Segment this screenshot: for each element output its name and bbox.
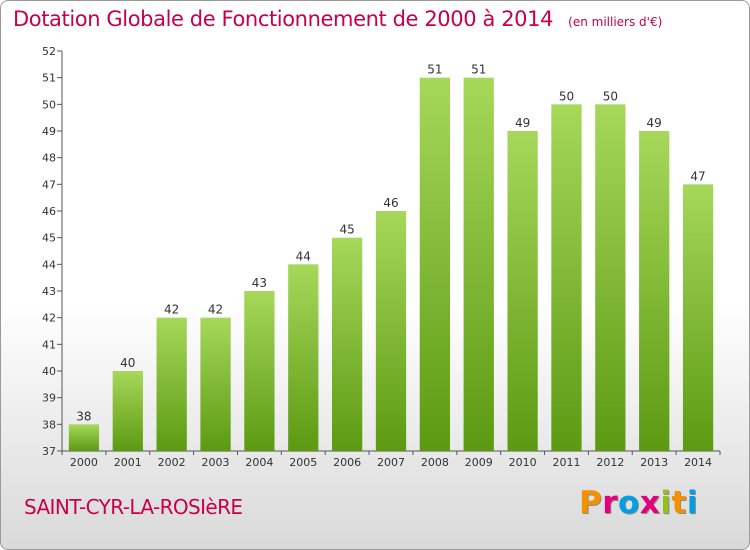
y-tick-label: 52 bbox=[42, 45, 56, 58]
logo-letter: i bbox=[686, 485, 698, 521]
bar-value-label: 44 bbox=[296, 249, 311, 263]
logo-letter: r bbox=[602, 485, 619, 521]
logo-letter: i bbox=[660, 485, 672, 521]
x-tick-label: 2012 bbox=[596, 456, 624, 469]
chart-unit-label: (en milliers d'€) bbox=[568, 15, 663, 29]
x-tick-label: 2007 bbox=[377, 456, 405, 469]
x-tick-label: 2006 bbox=[333, 456, 361, 469]
y-tick-label: 50 bbox=[42, 98, 56, 111]
bar-value-label: 40 bbox=[120, 356, 135, 370]
x-tick-label: 2000 bbox=[70, 456, 98, 469]
x-axis: 2000 2001 2002 2003 2004 2005 2006 2007 2008 2009… bbox=[61, 450, 721, 469]
chart-title: Dotation Globale de Fonctionnement de 20… bbox=[13, 7, 662, 31]
bar-2001 bbox=[112, 371, 143, 451]
bar-value-label: 51 bbox=[427, 63, 442, 77]
x-tick-label: 2010 bbox=[509, 456, 537, 469]
y-tick-label: 46 bbox=[42, 205, 56, 218]
y-axis: 37 38 39 40 41 42 43 44 45 46 47 48 49 50 51 52 bbox=[42, 45, 63, 458]
bar-value-label: 49 bbox=[515, 116, 530, 130]
y-tick-label: 41 bbox=[42, 338, 56, 351]
bar-value-label: 50 bbox=[559, 89, 574, 103]
bar-value-label: 46 bbox=[383, 196, 398, 210]
x-tick-label: 2004 bbox=[245, 456, 273, 469]
bar-value-label: 42 bbox=[164, 303, 179, 317]
chart-title-text: Dotation Globale de Fonctionnement de 20… bbox=[13, 7, 554, 31]
y-tick-label: 48 bbox=[42, 152, 56, 165]
value-labels: 38 40 42 42 43 44 45 46 51 51 49 50 50 49 47 bbox=[76, 63, 705, 424]
x-tick-label: 2003 bbox=[202, 456, 230, 469]
x-tick-label: 2001 bbox=[114, 456, 142, 469]
y-tick-label: 39 bbox=[42, 392, 56, 405]
bar-2010 bbox=[507, 131, 538, 451]
bar-value-label: 51 bbox=[471, 63, 486, 77]
x-tick-label: 2008 bbox=[421, 456, 449, 469]
bar-2011 bbox=[551, 104, 582, 451]
bar-2009 bbox=[463, 77, 494, 452]
y-tick-label: 43 bbox=[42, 285, 56, 298]
bar-value-label: 47 bbox=[690, 169, 705, 183]
x-tick-label: 2002 bbox=[158, 456, 186, 469]
bar-value-label: 43 bbox=[252, 276, 267, 290]
logo-letter: x bbox=[639, 485, 661, 521]
bar-2014 bbox=[682, 184, 714, 452]
bar-2005 bbox=[288, 264, 319, 451]
bar-value-label: 50 bbox=[603, 89, 618, 103]
x-tick-label: 2009 bbox=[465, 456, 493, 469]
town-name: SAINT-CYR-LA-ROSIèRE bbox=[24, 495, 243, 519]
y-tick-label: 51 bbox=[42, 72, 56, 85]
y-tick-label: 38 bbox=[42, 418, 56, 431]
x-tick-label: 2014 bbox=[684, 456, 712, 469]
bar-2007 bbox=[375, 211, 407, 451]
x-tick-label: 2013 bbox=[640, 456, 668, 469]
bar-value-label: 38 bbox=[76, 409, 91, 423]
bar-2006 bbox=[331, 237, 363, 451]
bar-2004 bbox=[244, 291, 275, 451]
y-tick-label: 37 bbox=[42, 445, 56, 458]
y-tick-label: 44 bbox=[42, 258, 56, 271]
bar-value-label: 45 bbox=[339, 223, 354, 237]
y-tick-label: 47 bbox=[42, 178, 56, 191]
y-tick-label: 40 bbox=[42, 365, 56, 378]
bar-2008 bbox=[419, 77, 451, 452]
x-tick-label: 2005 bbox=[289, 456, 317, 469]
bar-value-label: 49 bbox=[647, 116, 662, 130]
y-tick-label: 45 bbox=[42, 232, 56, 245]
y-tick-label: 42 bbox=[42, 312, 56, 325]
y-tick-label: 49 bbox=[42, 125, 56, 138]
bar-value-label: 42 bbox=[208, 303, 223, 317]
bars bbox=[68, 77, 714, 452]
bar-2013 bbox=[639, 131, 670, 451]
bar-2003 bbox=[200, 317, 231, 451]
logo-letter: P bbox=[579, 485, 603, 521]
logo-letter: t bbox=[671, 485, 687, 521]
bar-2012 bbox=[595, 104, 626, 451]
proxiti-logo: Proxiti bbox=[579, 485, 698, 521]
bar-2002 bbox=[156, 317, 187, 451]
x-tick-label: 2011 bbox=[552, 456, 580, 469]
bar-2000 bbox=[68, 424, 100, 451]
logo-letter: o bbox=[618, 485, 640, 521]
